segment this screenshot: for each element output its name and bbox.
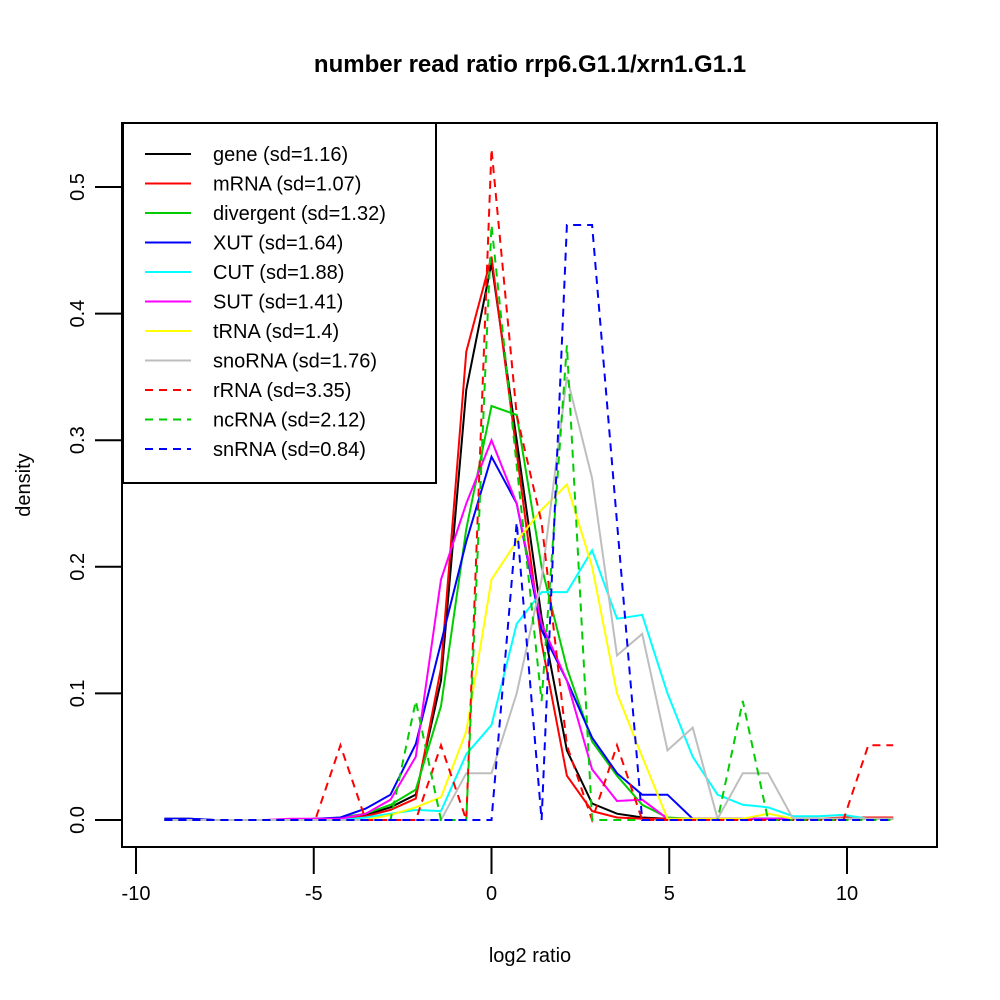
y-tick-label: 0.3	[67, 426, 89, 454]
legend-label-7: snoRNA (sd=1.76)	[213, 351, 377, 373]
legend-label-6: tRNA (sd=1.4)	[213, 321, 339, 343]
y-axis: 0.0 0.1 0.2 0.3 0.4 0.5	[67, 173, 123, 834]
series-line-4	[164, 547, 894, 821]
x-tick-label: 10	[836, 883, 858, 905]
legend: gene (sd=1.16) mRNA (sd=1.07) divergent (s…	[122, 122, 437, 484]
series-line-7	[164, 376, 894, 822]
series-layer	[164, 148, 894, 824]
series-line-10	[164, 224, 894, 821]
legend-label-8: rRNA (sd=3.35)	[213, 380, 351, 402]
legend-label-4: CUT (sd=1.88)	[213, 262, 344, 284]
y-tick-label: 0.4	[67, 300, 89, 328]
series-line-5	[164, 437, 894, 821]
legend-label-0: gene (sd=1.16)	[213, 144, 348, 166]
legend-label-1: mRNA (sd=1.07)	[213, 174, 361, 196]
x-axis-label: log2 ratio	[489, 945, 571, 967]
x-tick-label: 0	[486, 883, 497, 905]
x-tick-label: -10	[122, 883, 151, 905]
y-tick-label: 0.0	[67, 806, 89, 834]
y-tick-label: 0.2	[67, 553, 89, 581]
legend-label-10: snRNA (sd=0.84)	[213, 439, 366, 461]
y-tick-label: 0.5	[67, 173, 89, 201]
x-axis: -10 -5 0 5 10	[122, 846, 858, 905]
x-tick-label: 5	[664, 883, 675, 905]
chart-title: number read ratio rrp6.G1.1/xrn1.G1.1	[314, 51, 746, 78]
legend-label-3: XUT (sd=1.64)	[213, 233, 343, 255]
y-tick-label: 0.1	[67, 679, 89, 707]
legend-label-2: divergent (sd=1.32)	[213, 203, 386, 225]
series-line-6	[164, 482, 894, 821]
x-tick-label: -5	[305, 883, 323, 905]
legend-label-5: SUT (sd=1.41)	[213, 292, 343, 314]
y-axis-label: density	[13, 453, 35, 516]
legend-label-9: ncRNA (sd=2.12)	[213, 410, 366, 432]
